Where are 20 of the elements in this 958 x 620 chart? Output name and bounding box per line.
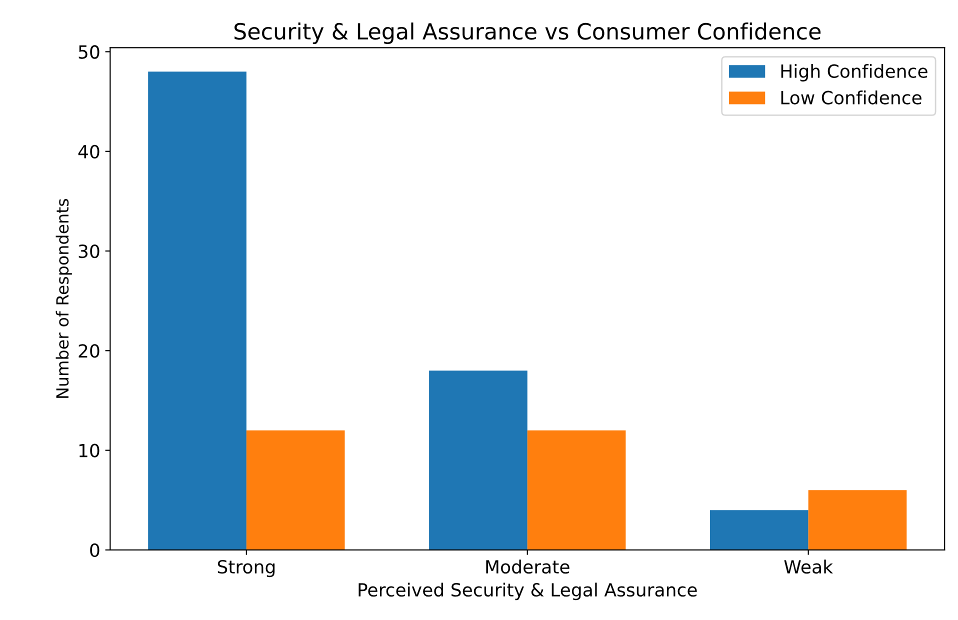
bar (246, 430, 345, 550)
y-tick-label: 40 (78, 144, 100, 158)
y-tick-label: 30 (78, 244, 100, 258)
y-tick-label: 10 (79, 444, 100, 458)
legend-label: High Confidence (781, 64, 928, 82)
bar (429, 370, 528, 550)
x-tick-label: Moderate (486, 560, 570, 574)
y-tick-label: 20 (78, 344, 100, 358)
bar (148, 72, 246, 550)
x-tick-label: Weak (784, 560, 833, 574)
bar (808, 490, 907, 550)
bar (527, 430, 626, 550)
y-axis-title: Number of Respondents (56, 198, 72, 398)
x-tick-label: Strong (218, 560, 275, 578)
legend-label: Low Confidence (781, 90, 922, 104)
y-tick-label: 0 (90, 543, 100, 558)
bar (710, 510, 808, 550)
chart-title: Security & Legal Assurance vs Consumer Confidence (234, 22, 821, 44)
x-axis-title: Perceived Security & Legal Assurance (358, 582, 697, 600)
y-tick-label: 50 (78, 45, 100, 59)
